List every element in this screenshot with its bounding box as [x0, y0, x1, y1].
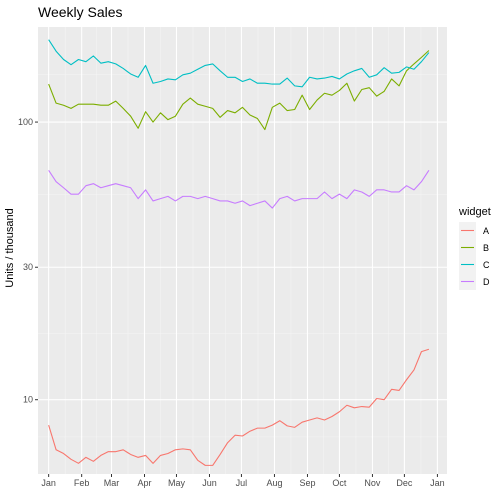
- legend-label-c: C: [483, 260, 490, 270]
- x-tick-label: Mar: [104, 478, 120, 488]
- x-tick-label: Nov: [364, 478, 381, 488]
- legend-label-a: A: [483, 226, 489, 236]
- y-axis: 10 30 100: [18, 117, 38, 405]
- x-tick-label: May: [168, 478, 186, 488]
- x-tick-label: Jan: [41, 478, 56, 488]
- x-tick-label: Oct: [332, 478, 347, 488]
- series-line-c: [48, 39, 430, 88]
- x-axis: Jan Feb Mar Apr May Jun Jul Aug Sep Oct Nov Dec Jan: [41, 474, 445, 488]
- plot-panel: [38, 27, 447, 474]
- series-line-a: [48, 348, 430, 466]
- y-tick-label: 100: [18, 117, 33, 127]
- y-tick-label: 30: [23, 262, 33, 272]
- chart-title: Weekly Sales: [38, 4, 123, 20]
- y-tick-label: 10: [23, 395, 33, 405]
- series-line-b: [48, 50, 430, 131]
- x-tick-label: Jul: [236, 478, 248, 488]
- x-tick-label: Aug: [266, 478, 282, 488]
- series-line-d: [48, 170, 430, 209]
- legend-label-d: D: [483, 277, 490, 287]
- major-gridlines: [38, 27, 447, 474]
- x-tick-label: Dec: [396, 478, 413, 488]
- x-tick-label: Jan: [430, 478, 445, 488]
- x-tick-label: Apr: [138, 478, 152, 488]
- x-tick-label: Feb: [74, 478, 90, 488]
- x-tick-label: Sep: [299, 478, 315, 488]
- legend-title: widget: [458, 206, 491, 218]
- series-lines: [48, 39, 430, 466]
- legend-label-b: B: [483, 243, 489, 253]
- y-axis-title: Units / thousand: [4, 208, 16, 288]
- x-tick-label: Jun: [202, 478, 217, 488]
